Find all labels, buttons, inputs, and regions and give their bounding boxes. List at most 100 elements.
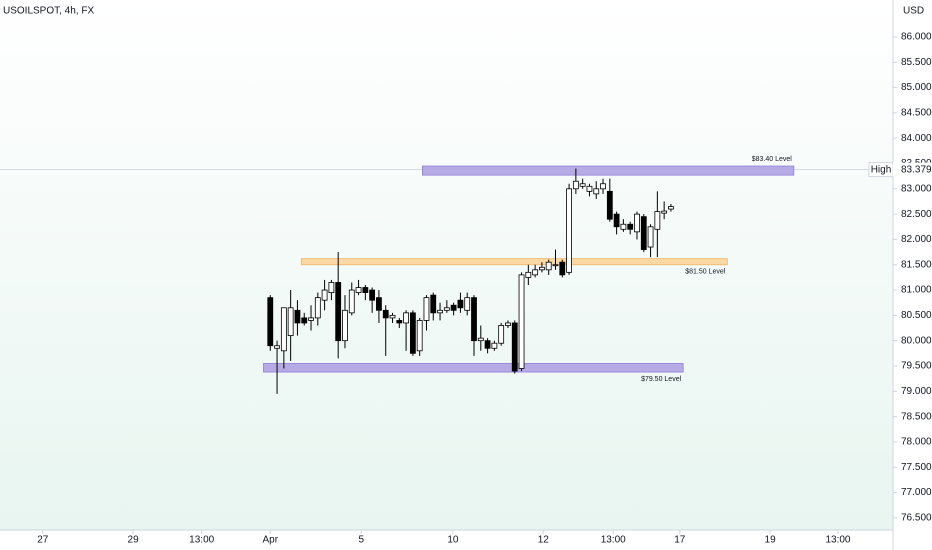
candle-body bbox=[464, 297, 471, 311]
x-tick-label: 13:00 bbox=[825, 535, 850, 546]
candle-body bbox=[593, 188, 600, 195]
candle-body bbox=[457, 299, 464, 309]
candle-body bbox=[423, 297, 430, 321]
candle-body bbox=[376, 297, 382, 311]
candle-body bbox=[579, 183, 586, 187]
candle-body bbox=[634, 213, 640, 233]
candle-body bbox=[525, 271, 532, 278]
candle-body bbox=[362, 287, 369, 293]
candle-body bbox=[484, 340, 491, 349]
candle-body bbox=[403, 312, 409, 324]
candle-body bbox=[545, 261, 552, 271]
candle-body bbox=[416, 320, 423, 352]
candle-body bbox=[314, 297, 321, 319]
time-axis bbox=[0, 530, 893, 550]
y-tick-label: 85.000 bbox=[901, 82, 932, 93]
price-axis bbox=[893, 0, 932, 550]
y-tick-label: 79.500 bbox=[901, 361, 932, 372]
candle-body bbox=[566, 188, 572, 273]
currency: USD bbox=[903, 6, 924, 17]
y-tick-label: 82.500 bbox=[901, 209, 932, 220]
level-zone bbox=[263, 363, 684, 373]
x-tick-label: 27 bbox=[37, 535, 49, 546]
candle-body bbox=[308, 317, 314, 321]
candle-body bbox=[437, 309, 443, 314]
level-label: $79.50 Level bbox=[641, 376, 682, 383]
y-tick-label: 85.500 bbox=[901, 57, 932, 68]
x-tick-label: 5 bbox=[358, 535, 364, 546]
y-tick-label: 78.000 bbox=[901, 437, 932, 448]
level-zone bbox=[421, 165, 795, 176]
x-tick-label: Apr bbox=[262, 535, 278, 546]
y-tick-label: 84.000 bbox=[901, 133, 932, 144]
candle-body bbox=[505, 322, 511, 326]
x-tick-label: 12 bbox=[538, 535, 550, 546]
candle-body bbox=[539, 266, 545, 271]
candle-body bbox=[430, 294, 437, 314]
candle-body bbox=[654, 211, 661, 230]
candle-body bbox=[301, 317, 308, 324]
y-tick-label: 80.500 bbox=[901, 310, 932, 321]
candle-body bbox=[369, 289, 376, 301]
candle-body bbox=[471, 297, 477, 342]
y-tick-label: 79.000 bbox=[901, 386, 932, 397]
candle-body bbox=[606, 190, 613, 220]
candle-body bbox=[620, 223, 627, 230]
candle-body bbox=[389, 314, 396, 319]
y-tick-label: 82.000 bbox=[901, 234, 932, 245]
candle-body bbox=[267, 297, 274, 347]
candle-body bbox=[661, 210, 668, 214]
candle-body bbox=[450, 304, 457, 311]
y-tick-label: 77.000 bbox=[901, 487, 932, 498]
candle-body bbox=[511, 322, 518, 372]
y-tick-label: 84.500 bbox=[901, 108, 932, 119]
candle-body bbox=[668, 206, 674, 210]
x-tick-label: 19 bbox=[765, 535, 777, 546]
x-tick-label: 13:00 bbox=[189, 535, 214, 546]
candle-body bbox=[355, 287, 362, 293]
candle-body bbox=[600, 183, 606, 190]
candle-body bbox=[443, 307, 450, 311]
x-tick-label: 17 bbox=[674, 535, 686, 546]
y-tick-label: 78.500 bbox=[901, 411, 932, 422]
y-tick-label: 83.000 bbox=[901, 183, 932, 194]
candle-body bbox=[382, 309, 389, 319]
candle-body bbox=[491, 342, 498, 349]
candle-body bbox=[613, 213, 620, 228]
candle-body bbox=[294, 309, 301, 324]
x-tick-label: 29 bbox=[128, 535, 140, 546]
candle-body bbox=[321, 289, 328, 301]
candle-body bbox=[586, 185, 593, 192]
y-tick-label: 80.000 bbox=[901, 335, 932, 346]
level-label: $83.40 Level bbox=[752, 156, 793, 163]
candle-body bbox=[640, 216, 647, 250]
candle-body bbox=[518, 274, 525, 369]
candle-body bbox=[274, 345, 280, 349]
candle-body bbox=[477, 337, 484, 342]
x-tick-label: 10 bbox=[447, 535, 459, 546]
price-label-box bbox=[893, 162, 932, 177]
price-label: 83.379 bbox=[901, 164, 932, 175]
candle-body bbox=[498, 325, 505, 344]
candle-body bbox=[552, 264, 559, 267]
level-label: $81.50 Level bbox=[685, 269, 726, 276]
x-tick-label: 13:00 bbox=[601, 535, 626, 546]
candle-body bbox=[396, 320, 403, 324]
high-label: High bbox=[871, 164, 892, 175]
candle-body bbox=[409, 312, 416, 354]
candle-body bbox=[559, 261, 566, 276]
candle-body bbox=[647, 226, 654, 248]
candle-body bbox=[287, 307, 294, 337]
candle-body bbox=[348, 289, 355, 314]
candle-body bbox=[627, 223, 634, 230]
y-tick-label: 81.000 bbox=[901, 285, 932, 296]
y-tick-label: 77.500 bbox=[901, 462, 932, 473]
candle-body bbox=[532, 269, 539, 276]
candle-body bbox=[328, 282, 335, 293]
y-tick-label: 81.500 bbox=[901, 259, 932, 270]
level-zone bbox=[301, 258, 728, 266]
candle-body bbox=[572, 180, 579, 190]
y-tick-label: 86.000 bbox=[901, 32, 932, 43]
chart-title: USOILSPOT, 4h, FX bbox=[3, 6, 94, 17]
